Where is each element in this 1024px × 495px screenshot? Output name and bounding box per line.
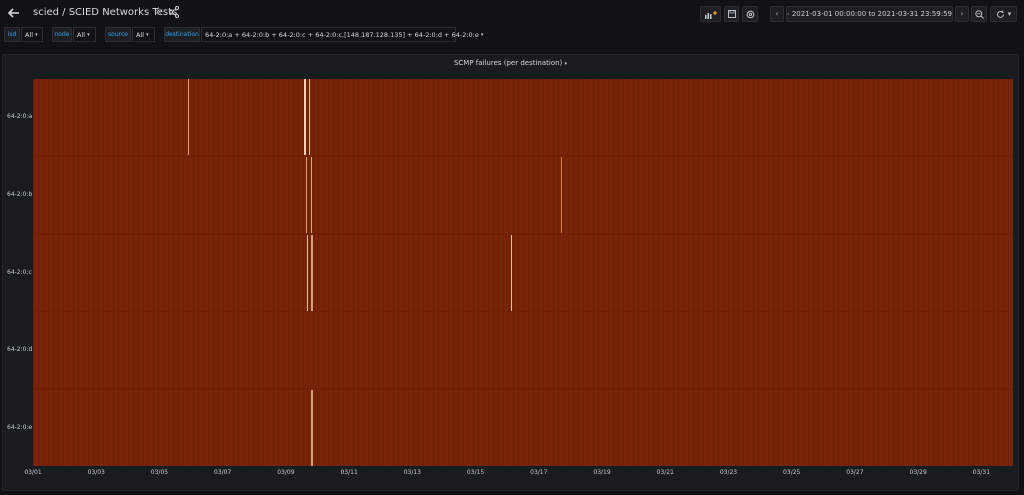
chevron-down-icon: ▾ bbox=[564, 61, 568, 67]
x-axis-label: 03/29 bbox=[909, 469, 927, 476]
heatmap-row bbox=[33, 156, 1013, 233]
x-axis-label: 03/11 bbox=[340, 469, 358, 476]
scmp-failures-panel: SCMP failures (per destination) ▾ 64-2:0… bbox=[2, 54, 1019, 491]
save-icon bbox=[727, 10, 736, 18]
dashboard-breadcrumb[interactable]: scied / SCIED Networks Tests bbox=[33, 7, 178, 18]
zoom-out-icon bbox=[974, 9, 984, 19]
heatmap-row bbox=[33, 234, 1013, 311]
variable-select-source[interactable]: All ▾ bbox=[132, 27, 155, 42]
x-axis-label: 03/31 bbox=[972, 469, 991, 476]
y-axis-label: 64-2:0:b bbox=[7, 190, 33, 198]
heatmap-row bbox=[33, 390, 1013, 466]
variable-value-source: All bbox=[136, 30, 145, 39]
refresh-icon bbox=[996, 9, 1004, 18]
chevron-down-icon: ▾ bbox=[146, 31, 149, 38]
variable-label-isd: isd bbox=[4, 27, 20, 42]
x-axis-label: 03/03 bbox=[87, 469, 105, 476]
variable-value-node: All bbox=[77, 30, 86, 39]
chevron-down-icon: ▾ bbox=[35, 31, 38, 38]
heatmap-cell-highlight bbox=[311, 234, 313, 311]
clock-icon bbox=[787, 13, 789, 15]
x-axis-label: 03/13 bbox=[403, 469, 421, 476]
x-axis-label: 03/05 bbox=[150, 469, 169, 476]
time-forward-button[interactable]: › bbox=[955, 6, 969, 22]
panel-title-text: SCMP failures (per destination) bbox=[453, 59, 563, 67]
heatmap-cell-highlight bbox=[311, 390, 313, 466]
variable-label-destination: destination bbox=[164, 27, 200, 42]
refresh-button[interactable]: ▾ bbox=[990, 6, 1017, 22]
heatmap-cell-highlight bbox=[304, 79, 306, 155]
heatmap-row bbox=[33, 312, 1013, 389]
time-picker-button[interactable]: 2021-03-01 00:00:00 to 2021-03-31 23:59:… bbox=[786, 6, 953, 22]
add-panel-button[interactable] bbox=[700, 6, 721, 22]
x-axis-label: 03/17 bbox=[530, 469, 548, 476]
x-axis-label: 03/27 bbox=[846, 469, 864, 476]
x-axis-label: 03/09 bbox=[277, 469, 295, 476]
heatmap-cell-highlight bbox=[187, 79, 190, 155]
chevron-down-icon: ▾ bbox=[87, 31, 90, 38]
heatmap-cell-highlight bbox=[308, 79, 311, 155]
back-arrow-icon[interactable] bbox=[6, 5, 22, 21]
heatmap-cell-highlight bbox=[510, 234, 513, 311]
chevron-down-icon: ▾ bbox=[480, 31, 484, 38]
save-dashboard-button[interactable] bbox=[724, 6, 739, 22]
y-axis-label: 64-2:0:a bbox=[7, 113, 33, 120]
y-axis-label: 64-2:0:d bbox=[7, 346, 33, 354]
variable-label-node: node bbox=[52, 27, 72, 42]
chevron-left-icon: ‹ bbox=[775, 10, 779, 18]
heatmap-cell-highlight bbox=[560, 156, 563, 233]
y-axis-label: 64-2:0:c bbox=[7, 268, 32, 276]
variable-select-node[interactable]: All ▾ bbox=[73, 27, 96, 42]
y-axis-label: 64-2:0:e bbox=[7, 424, 33, 431]
x-axis-label: 03/01 bbox=[24, 469, 42, 476]
x-axis-label: 03/15 bbox=[466, 469, 485, 476]
chevron-down-icon: ▾ bbox=[1007, 10, 1012, 18]
variable-value-isd: All bbox=[25, 30, 34, 39]
variable-value-destination: 64-2:0:a + 64-2:0:b + 64-2:0:c + 64-2:0:… bbox=[205, 30, 479, 39]
time-back-button[interactable]: ‹ bbox=[770, 6, 784, 22]
time-range-label: 2021-03-01 00:00:00 to 2021-03-31 23:59:… bbox=[791, 10, 952, 18]
variable-select-isd[interactable]: All ▾ bbox=[21, 27, 43, 42]
gear-icon bbox=[746, 10, 754, 18]
zoom-out-button[interactable] bbox=[971, 6, 987, 22]
add-panel-icon bbox=[704, 10, 717, 19]
x-axis-label: 03/21 bbox=[656, 469, 674, 476]
heatmap-cell-highlight bbox=[310, 156, 313, 233]
share-icon[interactable] bbox=[169, 6, 179, 18]
star-icon[interactable]: ☆ bbox=[154, 6, 163, 17]
heatmap-row bbox=[33, 79, 1013, 155]
panel-title[interactable]: SCMP failures (per destination) ▾ bbox=[3, 59, 1018, 67]
variables-bar: isd All ▾ node All ▾ source All ▾ destin… bbox=[0, 26, 1024, 44]
variable-select-destination[interactable]: 64-2:0:a + 64-2:0:b + 64-2:0:c + 64-2:0:… bbox=[201, 27, 483, 42]
x-axis-label: 03/25 bbox=[783, 469, 801, 476]
heatmap-plot-area bbox=[33, 79, 1013, 466]
variable-label-source: source bbox=[105, 27, 131, 42]
heatmap-cell-highlight bbox=[306, 234, 309, 311]
chevron-right-icon: › bbox=[960, 10, 964, 18]
x-axis-label: 03/07 bbox=[214, 469, 232, 476]
heatmap-cell-highlight bbox=[305, 156, 307, 233]
x-axis-label: 03/19 bbox=[593, 469, 611, 476]
x-axis-label: 03/23 bbox=[719, 469, 738, 476]
top-bar: scied / SCIED Networks Tests ☆ ‹ bbox=[0, 0, 1024, 26]
settings-button[interactable] bbox=[742, 6, 758, 22]
